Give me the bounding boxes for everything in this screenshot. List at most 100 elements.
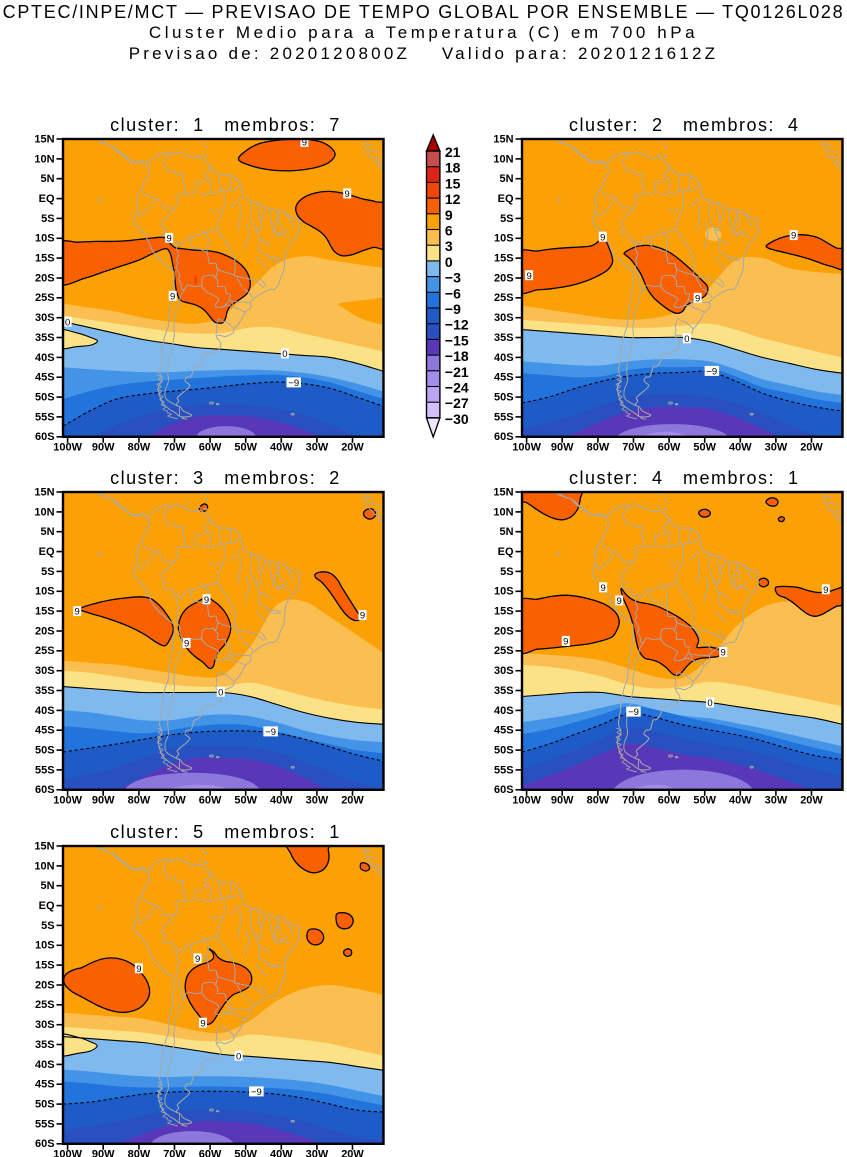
svg-text:40S: 40S [35,705,55,717]
svg-text:15N: 15N [493,487,513,499]
svg-text:9: 9 [721,648,726,659]
svg-text:15N: 15N [493,133,513,145]
svg-text:20W: 20W [341,441,364,453]
svg-text:25S: 25S [35,999,55,1011]
svg-text:90W: 90W [551,795,574,807]
svg-text:80W: 80W [587,795,610,807]
svg-text:35S: 35S [35,332,55,344]
svg-text:40S: 40S [494,352,514,364]
svg-text:50S: 50S [494,745,514,757]
svg-text:55S: 55S [35,411,55,423]
svg-text:5N: 5N [499,526,513,538]
svg-text:35S: 35S [35,1039,55,1051]
svg-text:20W: 20W [800,795,823,807]
svg-text:−21: −21 [445,364,469,380]
svg-text:60S: 60S [494,784,514,796]
svg-text:80W: 80W [587,441,610,453]
svg-text:−9: −9 [445,301,461,317]
svg-text:10N: 10N [35,153,55,165]
svg-text:9: 9 [791,231,796,242]
svg-text:70W: 70W [163,441,186,453]
svg-text:45S: 45S [35,372,55,384]
svg-text:60W: 60W [658,441,681,453]
svg-text:10S: 10S [35,939,55,951]
svg-text:0: 0 [707,698,712,709]
svg-text:18: 18 [445,160,461,176]
svg-text:5N: 5N [41,173,55,185]
svg-text:20S: 20S [35,626,55,638]
svg-text:30W: 30W [306,1148,329,1157]
svg-text:−9: −9 [289,378,300,389]
svg-text:20W: 20W [341,1148,364,1157]
svg-text:40W: 40W [270,441,293,453]
svg-text:10N: 10N [35,507,55,519]
svg-text:15S: 15S [35,959,55,971]
svg-text:−24: −24 [445,380,469,396]
svg-text:9: 9 [823,585,828,596]
svg-text:60S: 60S [35,784,55,796]
svg-text:9: 9 [600,232,605,243]
svg-text:9: 9 [204,595,209,606]
svg-text:90W: 90W [92,795,115,807]
svg-text:15N: 15N [35,133,55,145]
svg-text:45S: 45S [35,1078,55,1090]
svg-text:9: 9 [170,291,175,302]
svg-text:EQ: EQ [498,546,514,558]
svg-text:21: 21 [445,144,461,160]
svg-text:0: 0 [282,349,287,360]
svg-text:EQ: EQ [498,193,514,205]
svg-text:45S: 45S [494,725,514,737]
svg-text:55S: 55S [35,765,55,777]
svg-text:50S: 50S [35,745,55,757]
svg-text:15N: 15N [35,487,55,499]
svg-text:90W: 90W [92,441,115,453]
svg-text:0: 0 [218,688,223,699]
svg-text:9: 9 [617,596,622,607]
svg-text:35S: 35S [494,332,514,344]
svg-text:30W: 30W [765,441,788,453]
svg-text:−15: −15 [445,332,469,348]
svg-text:100W: 100W [512,441,541,453]
svg-text:5S: 5S [41,213,54,225]
svg-text:40W: 40W [729,441,752,453]
svg-text:40W: 40W [270,1148,293,1157]
svg-text:30S: 30S [494,665,514,677]
svg-text:20S: 20S [35,979,55,991]
svg-text:−9: −9 [706,366,717,377]
svg-text:15S: 15S [35,252,55,264]
svg-text:9: 9 [184,639,189,650]
svg-text:50S: 50S [35,1098,55,1110]
svg-text:9: 9 [195,954,200,965]
svg-text:35S: 35S [35,685,55,697]
svg-text:10N: 10N [493,153,513,165]
svg-text:−12: −12 [445,317,469,333]
svg-text:10S: 10S [494,233,514,245]
svg-text:70W: 70W [163,795,186,807]
svg-text:3: 3 [445,238,453,254]
svg-text:20S: 20S [494,626,514,638]
svg-text:5N: 5N [41,880,55,892]
svg-text:60W: 60W [199,1148,222,1157]
svg-text:9: 9 [167,233,172,244]
svg-text:9: 9 [302,137,307,148]
svg-text:50W: 50W [235,1148,258,1157]
svg-text:9: 9 [201,1018,206,1029]
svg-text:30S: 30S [35,312,55,324]
svg-text:30W: 30W [306,441,329,453]
svg-text:35S: 35S [494,685,514,697]
svg-text:25S: 25S [494,645,514,657]
svg-text:20S: 20S [35,272,55,284]
svg-text:60S: 60S [35,1138,55,1150]
svg-text:9: 9 [526,271,531,282]
svg-text:40S: 40S [35,352,55,364]
svg-text:5N: 5N [41,526,55,538]
svg-text:30S: 30S [35,665,55,677]
svg-text:−18: −18 [445,348,469,364]
svg-text:70W: 70W [163,1148,186,1157]
svg-text:50S: 50S [35,391,55,403]
svg-text:10N: 10N [493,507,513,519]
svg-text:10S: 10S [494,586,514,598]
svg-text:−9: −9 [251,1087,262,1098]
svg-text:12: 12 [445,191,461,207]
svg-text:90W: 90W [92,1148,115,1157]
